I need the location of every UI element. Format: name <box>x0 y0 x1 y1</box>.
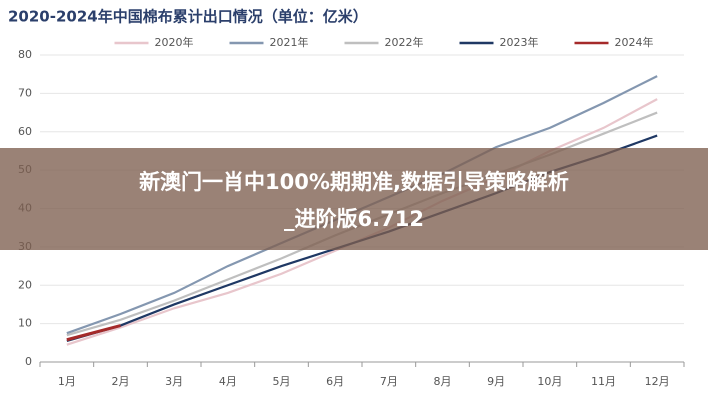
legend-label: 2020年 <box>155 35 194 49</box>
legend-label: 2023年 <box>500 35 539 49</box>
legend-label: 2022年 <box>385 35 424 49</box>
x-tick-label: 9月 <box>487 375 505 388</box>
x-tick-label: 12月 <box>645 375 670 388</box>
y-tick-label: 10 <box>18 317 32 330</box>
x-tick-label: 7月 <box>380 375 398 388</box>
legend-label: 2021年 <box>270 35 309 49</box>
legend-label: 2024年 <box>615 35 654 49</box>
x-tick-label: 3月 <box>165 375 183 388</box>
x-tick-label: 2月 <box>112 375 130 388</box>
x-tick-label: 1月 <box>58 375 76 388</box>
x-tick-label: 8月 <box>434 375 452 388</box>
x-tick-label: 6月 <box>326 375 344 388</box>
chart-title: 2020-2024年中国棉布累计出口情况（单位：亿米） <box>8 8 368 26</box>
y-tick-label: 80 <box>18 48 32 61</box>
banner-text: 新澳门一肖中100%期期准,数据引导策略解析 <box>139 170 569 194</box>
x-tick-label: 11月 <box>591 375 616 388</box>
x-tick-label: 4月 <box>219 375 237 388</box>
series-line <box>66 324 121 342</box>
banner-background <box>0 148 708 250</box>
y-tick-label: 60 <box>18 125 32 138</box>
y-tick-label: 0 <box>25 355 32 368</box>
x-tick-label: 10月 <box>537 375 562 388</box>
banner-text: _进阶版6.712 <box>284 207 424 231</box>
y-tick-label: 20 <box>18 278 32 291</box>
x-tick-label: 5月 <box>273 375 291 388</box>
y-tick-label: 70 <box>18 86 32 99</box>
